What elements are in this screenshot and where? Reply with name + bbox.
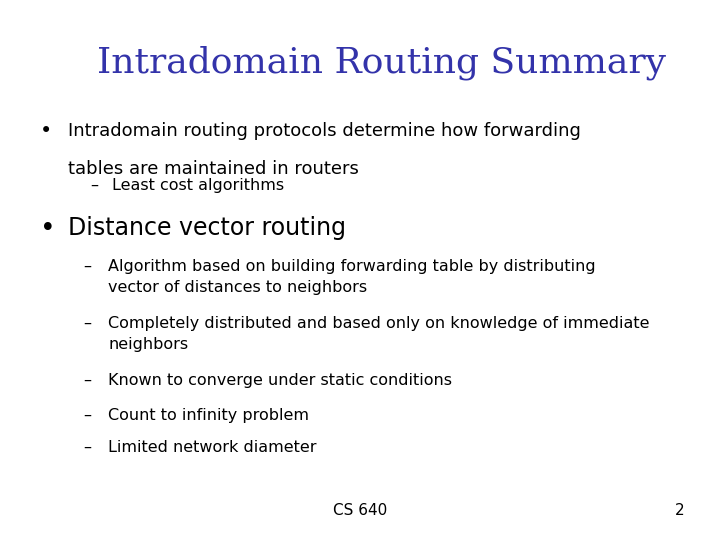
Text: –: – [83, 373, 91, 388]
Text: Known to converge under static conditions: Known to converge under static condition… [108, 373, 452, 388]
Text: Algorithm based on building forwarding table by distributing
vector of distances: Algorithm based on building forwarding t… [108, 259, 595, 295]
Text: –: – [90, 178, 98, 193]
Text: Count to infinity problem: Count to infinity problem [108, 408, 309, 423]
Text: CS 640: CS 640 [333, 503, 387, 518]
Text: 2: 2 [675, 503, 684, 518]
Text: –: – [83, 259, 91, 274]
Text: –: – [83, 408, 91, 423]
Text: Completely distributed and based only on knowledge of immediate
neighbors: Completely distributed and based only on… [108, 316, 649, 352]
Text: Intradomain routing protocols determine how forwarding: Intradomain routing protocols determine … [68, 122, 581, 139]
Text: –: – [83, 440, 91, 455]
Text: tables are maintained in routers: tables are maintained in routers [68, 160, 359, 178]
Text: Least cost algorithms: Least cost algorithms [112, 178, 284, 193]
Text: Limited network diameter: Limited network diameter [108, 440, 317, 455]
Text: •: • [40, 122, 52, 141]
Text: Distance vector routing: Distance vector routing [68, 216, 346, 240]
Text: –: – [83, 316, 91, 331]
Text: Intradomain Routing Summary: Intradomain Routing Summary [97, 46, 666, 80]
Text: •: • [40, 216, 55, 242]
